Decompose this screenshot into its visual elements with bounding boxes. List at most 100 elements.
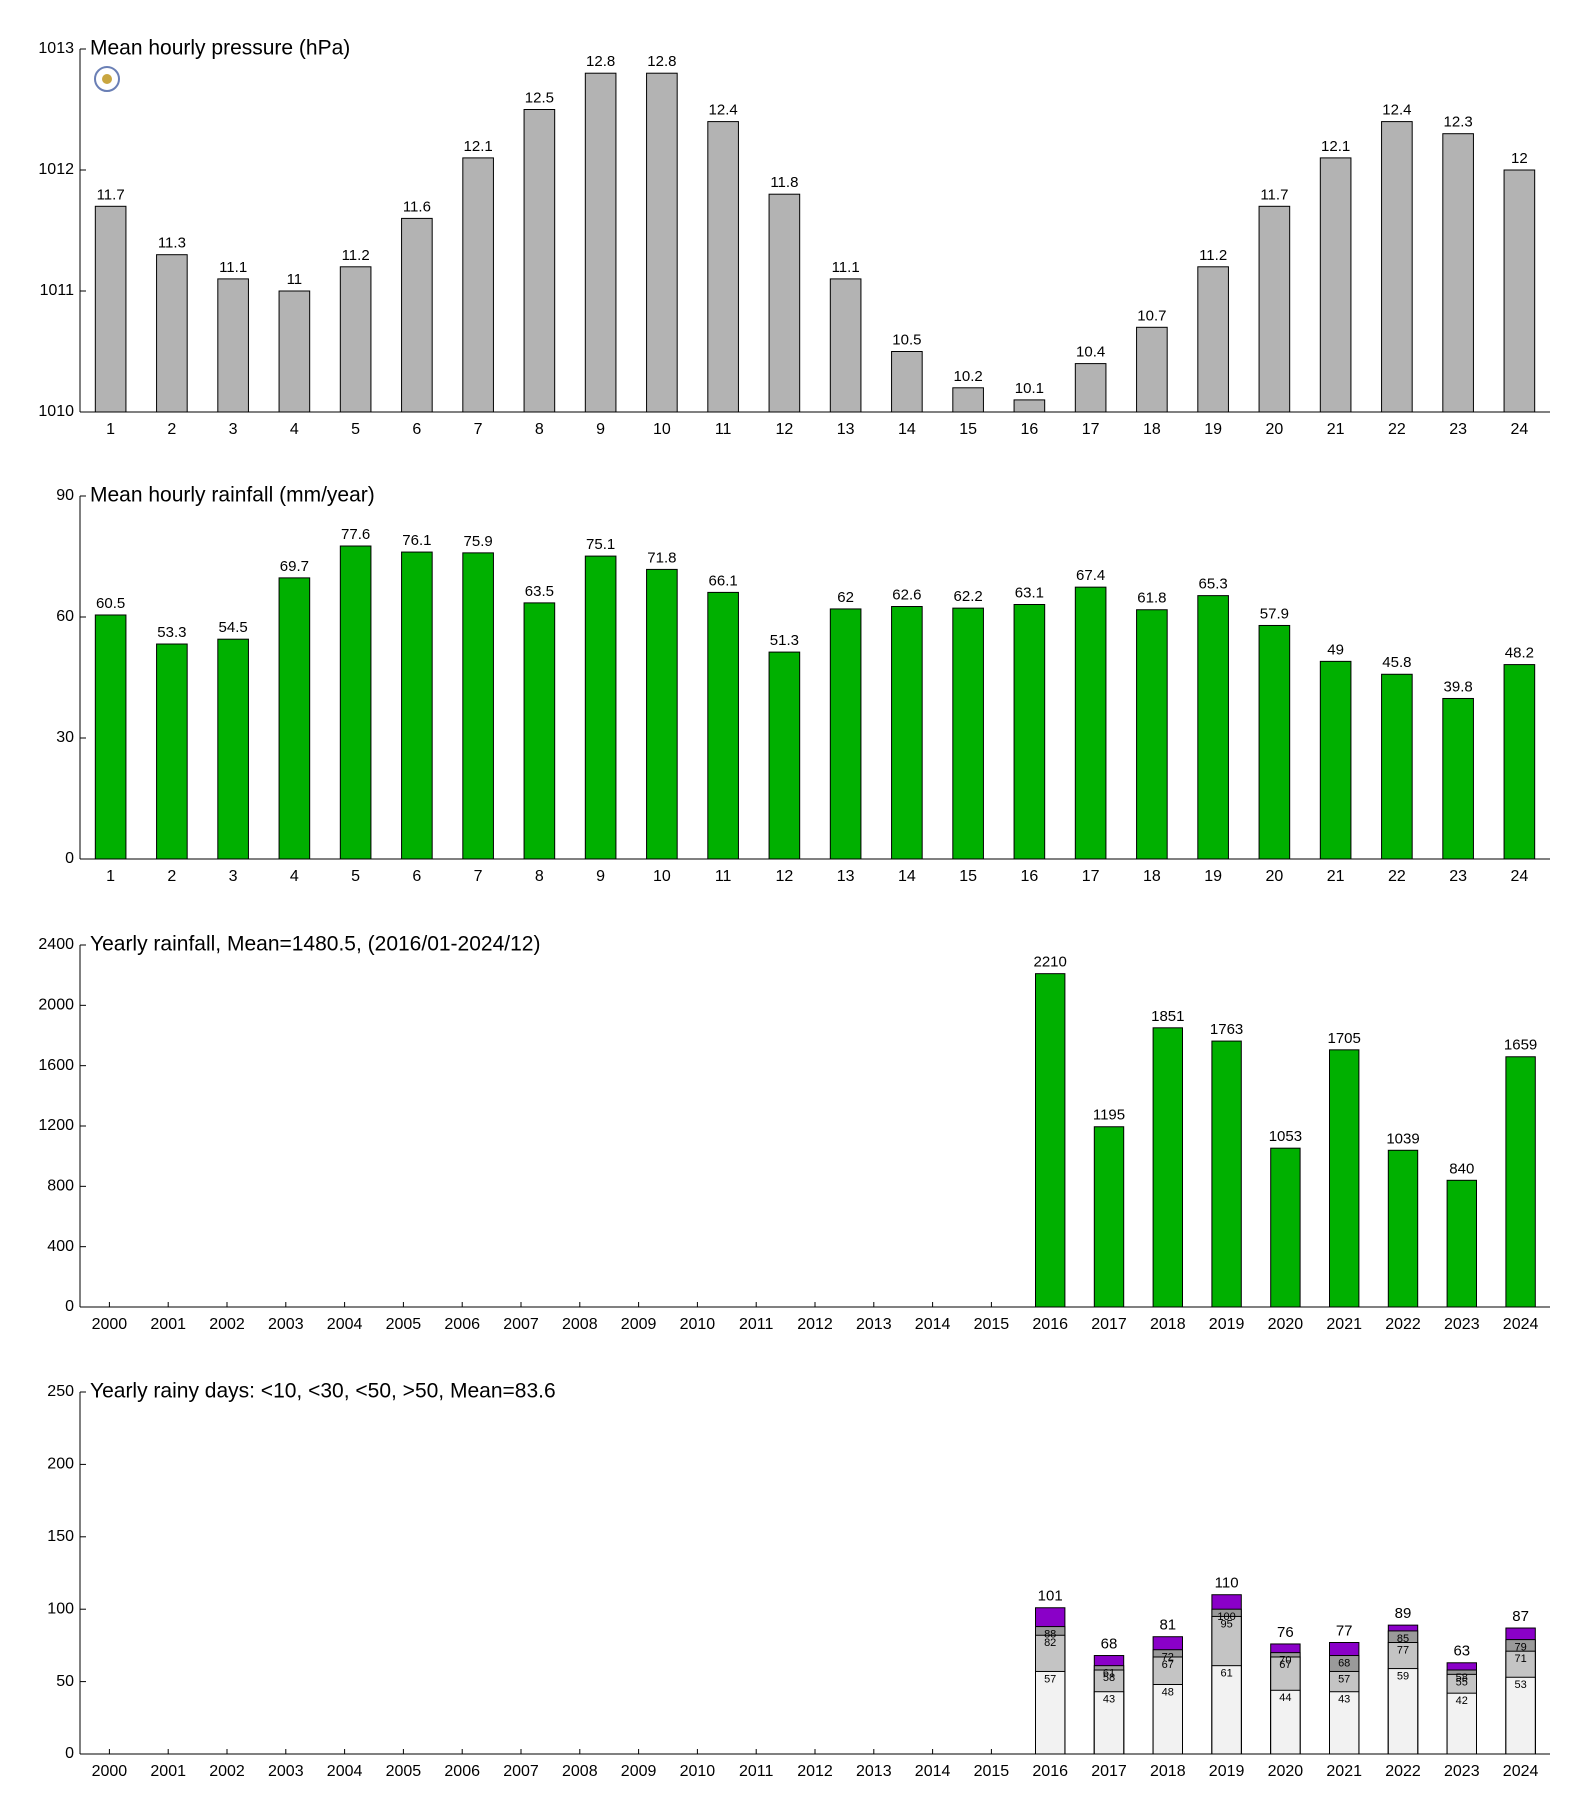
value-label: 70 xyxy=(1279,1655,1291,1667)
chart-title: Yearly rainfall, Mean=1480.5, (2016/01-2… xyxy=(90,933,540,956)
x-tick-label: 17 xyxy=(1082,421,1100,438)
bar xyxy=(1197,266,1229,413)
bar xyxy=(217,638,249,860)
value-label: 11.2 xyxy=(1199,247,1227,264)
bar xyxy=(401,217,433,413)
x-tick-label: 23 xyxy=(1449,421,1467,438)
x-tick-label: 2023 xyxy=(1444,1763,1480,1780)
x-tick-label: 2021 xyxy=(1326,1763,1362,1780)
x-tick-label: 2013 xyxy=(856,1763,892,1780)
x-tick-label: 2000 xyxy=(92,1763,128,1780)
value-label: 58 xyxy=(1103,1672,1115,1684)
x-tick-label: 2015 xyxy=(974,1763,1010,1780)
bar xyxy=(462,552,494,860)
value-label: 11 xyxy=(287,271,303,288)
bar xyxy=(646,568,678,860)
bar xyxy=(1258,624,1291,860)
bar xyxy=(1035,973,1066,1308)
value-label: 69.7 xyxy=(280,558,309,575)
y-tick-label: 30 xyxy=(56,729,74,746)
x-tick-label: 7 xyxy=(474,868,483,885)
y-tick-label: 90 xyxy=(56,487,74,504)
value-label: 10.4 xyxy=(1076,344,1105,361)
bar-segment xyxy=(1387,1668,1419,1755)
value-label: 11.3 xyxy=(158,235,186,252)
bar xyxy=(1381,121,1413,413)
value-label: 2210 xyxy=(1034,954,1067,971)
y-tick-label: 2000 xyxy=(38,997,74,1014)
y-tick-label: 1012 xyxy=(38,161,74,178)
x-tick-label: 2001 xyxy=(150,1763,186,1780)
value-label: 59 xyxy=(1397,1670,1409,1682)
x-tick-label: 2006 xyxy=(444,1316,480,1333)
x-tick-label: 10 xyxy=(653,868,671,885)
value-label: 12.4 xyxy=(709,102,738,119)
x-tick-label: 16 xyxy=(1020,421,1038,438)
bar xyxy=(952,387,984,413)
bar xyxy=(829,608,862,860)
x-tick-label: 2010 xyxy=(680,1316,716,1333)
bar xyxy=(1319,660,1352,860)
value-label: 12 xyxy=(1511,150,1528,167)
bar xyxy=(1442,133,1474,413)
value-label: 51.3 xyxy=(770,632,799,649)
bar xyxy=(523,109,556,413)
value-label: 68 xyxy=(1338,1657,1350,1669)
x-tick-label: 2018 xyxy=(1150,1316,1186,1333)
value-label: 12.5 xyxy=(525,89,554,106)
x-tick-label: 2011 xyxy=(739,1763,774,1780)
value-label: 75.1 xyxy=(586,536,615,553)
bar xyxy=(1319,157,1352,413)
bar xyxy=(1197,595,1229,860)
value-label: 49 xyxy=(1327,641,1344,658)
x-tick-label: 2024 xyxy=(1503,1316,1539,1333)
y-tick-label: 1600 xyxy=(38,1057,74,1074)
value-label: 1195 xyxy=(1093,1107,1125,1124)
bar xyxy=(1074,586,1107,860)
value-label: 67 xyxy=(1162,1659,1174,1671)
x-tick-label: 5 xyxy=(351,868,360,885)
x-tick-label: 20 xyxy=(1265,421,1283,438)
bar xyxy=(1442,697,1474,860)
bar xyxy=(891,351,923,413)
bar xyxy=(646,72,678,413)
value-label: 67 xyxy=(1279,1659,1291,1671)
bar xyxy=(278,290,311,413)
y-tick-label: 1013 xyxy=(38,40,74,57)
bar xyxy=(1503,169,1536,413)
x-tick-label: 15 xyxy=(959,868,977,885)
value-label: 45.8 xyxy=(1382,654,1411,671)
bar xyxy=(584,72,617,413)
value-label: 12.1 xyxy=(1321,138,1350,155)
value-label: 77 xyxy=(1397,1644,1409,1656)
value-label: 39.8 xyxy=(1444,678,1473,695)
value-label: 10.5 xyxy=(892,331,921,348)
value-label: 62.2 xyxy=(954,588,983,605)
x-tick-label: 1 xyxy=(106,868,115,885)
x-tick-label: 19 xyxy=(1204,421,1222,438)
bar xyxy=(523,602,556,860)
x-tick-label: 21 xyxy=(1327,421,1345,438)
value-label: 77.6 xyxy=(341,526,370,543)
bar xyxy=(1211,1040,1242,1308)
value-label: 60.5 xyxy=(96,595,125,612)
value-label: 48.2 xyxy=(1505,645,1534,662)
value-label: 61 xyxy=(1103,1668,1115,1680)
bar xyxy=(768,651,801,860)
value-label: 12.8 xyxy=(647,53,676,70)
bar xyxy=(891,606,923,860)
x-tick-label: 2008 xyxy=(562,1316,598,1333)
y-tick-label: 250 xyxy=(47,1383,74,1400)
x-tick-label: 22 xyxy=(1388,868,1406,885)
x-tick-label: 13 xyxy=(837,421,855,438)
bar xyxy=(1013,603,1046,860)
x-tick-label: 2009 xyxy=(621,1763,657,1780)
y-tick-label: 2400 xyxy=(38,936,74,953)
y-tick-label: 60 xyxy=(56,608,74,625)
x-tick-label: 2013 xyxy=(856,1316,892,1333)
bar xyxy=(94,205,127,413)
x-tick-label: 12 xyxy=(775,421,793,438)
value-label: 72 xyxy=(1162,1652,1174,1664)
